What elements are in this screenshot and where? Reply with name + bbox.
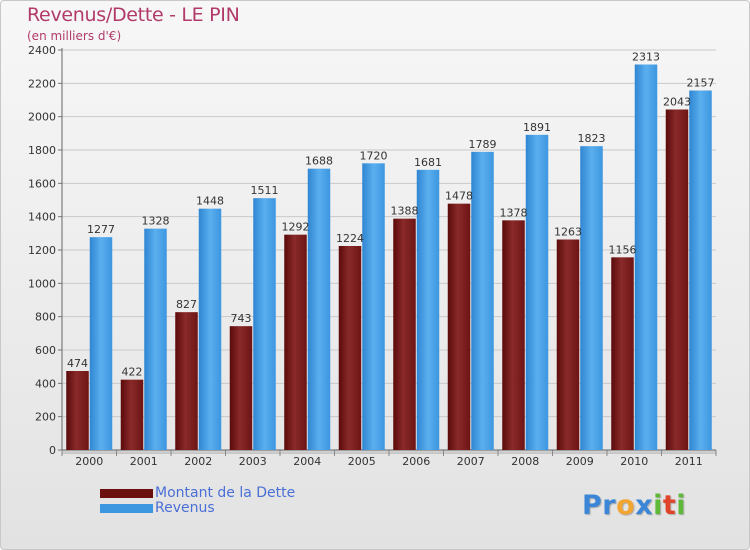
data-label-debt: 1378 (500, 206, 528, 219)
bar-revenus (89, 237, 113, 450)
logo-letter: P (582, 490, 603, 521)
data-label-revenus: 1328 (142, 215, 170, 228)
y-tick-label: 1000 (28, 277, 56, 290)
bar-layer (66, 64, 712, 451)
y-tick-label: 2000 (28, 111, 56, 124)
data-label-debt: 1224 (336, 232, 364, 245)
x-tick-label: 2007 (457, 455, 485, 468)
data-label-revenus: 1277 (87, 223, 115, 236)
chart-subtitle: (en milliers d'€) (27, 29, 122, 43)
data-label-debt: 1263 (554, 226, 582, 239)
axis-layer: 0 200 400 600 800 1000 1200 1400 1600 1800 2000 220… (28, 44, 717, 457)
y-tick-label: 1800 (28, 144, 56, 157)
legend-swatch-debt (100, 489, 153, 498)
logo-letter: i (653, 490, 663, 521)
logo-letter: t (662, 490, 677, 521)
logo-letter: o (616, 490, 636, 521)
chart-title: Revenus/Dette - LE PIN (27, 4, 240, 26)
legend-label-debt: Montant de la Dette (155, 485, 296, 501)
data-label-debt: 422 (122, 366, 143, 379)
bar-debt (120, 379, 144, 450)
x-tick-label: 2009 (566, 455, 594, 468)
logo-letter: x (635, 490, 654, 521)
bar-debt (556, 239, 580, 450)
x-tick-label: 2005 (348, 455, 376, 468)
data-label-debt: 1388 (391, 205, 419, 218)
y-tick-label: 200 (35, 411, 56, 424)
data-label-revenus: 2313 (632, 51, 660, 64)
y-tick-label: 1400 (28, 211, 56, 224)
bar-revenus (253, 198, 276, 450)
y-tick-label: 2200 (28, 77, 56, 90)
bar-debt (229, 326, 253, 450)
data-label-debt: 474 (67, 357, 88, 370)
bar-debt (502, 220, 525, 450)
bar-debt (665, 109, 689, 450)
y-tick-label: 2400 (28, 44, 56, 57)
bar-revenus (144, 228, 167, 450)
data-label-revenus: 1681 (414, 156, 442, 169)
x-tick-label: 2000 (75, 455, 103, 468)
bar-revenus (416, 169, 440, 451)
bar-revenus (471, 151, 494, 451)
data-label-debt: 1292 (282, 221, 310, 234)
data-label-debt: 1478 (445, 190, 473, 203)
data-label-revenus: 1789 (469, 138, 497, 151)
x-tick-label: 2002 (184, 455, 212, 468)
bar-debt (611, 257, 634, 450)
bar-revenus (689, 90, 712, 450)
logo-letter: i (676, 490, 687, 521)
data-label-revenus: 1720 (360, 149, 388, 162)
y-tick-label: 600 (35, 344, 56, 357)
data-label-debt: 1156 (609, 243, 637, 256)
data-label-debt: 2043 (663, 96, 691, 109)
data-label-debt: 827 (176, 298, 197, 311)
bar-revenus (198, 208, 222, 450)
data-label-debt: 743 (231, 312, 252, 325)
x-tick-label: 2001 (130, 455, 158, 468)
bar-debt (338, 246, 362, 450)
bar-debt (66, 371, 89, 450)
bar-revenus (580, 146, 603, 450)
y-tick-label: 1600 (28, 177, 56, 190)
data-label-revenus: 1891 (523, 121, 551, 134)
bar-debt (284, 234, 307, 450)
bar-debt (447, 203, 471, 450)
y-tick-label: 1200 (28, 244, 56, 257)
x-tick-label: 2003 (239, 455, 267, 468)
data-label-revenus: 1511 (251, 184, 279, 197)
x-tick-label: 2006 (402, 455, 430, 468)
y-tick-label: 0 (49, 444, 56, 457)
y-tick-label: 400 (35, 377, 56, 390)
logo-letter: r (602, 490, 617, 521)
bar-revenus (634, 64, 658, 450)
data-label-revenus: 1823 (578, 132, 606, 145)
data-label-revenus: 1448 (196, 195, 224, 208)
proxiti-logo: Proxiti (582, 490, 686, 521)
x-tick-label: 2011 (675, 455, 703, 468)
legend-swatch-revenus (100, 504, 153, 513)
bar-revenus (307, 168, 331, 450)
bar-debt (393, 218, 416, 450)
x-tick-label: 2010 (620, 455, 648, 468)
bar-revenus (362, 163, 385, 451)
legend-label-revenus: Revenus (155, 500, 215, 516)
x-tick-label: 2004 (293, 455, 321, 468)
data-label-revenus: 2157 (687, 77, 715, 90)
data-label-revenus: 1688 (305, 155, 333, 168)
y-tick-label: 800 (35, 311, 56, 324)
x-tick-label: 2008 (511, 455, 539, 468)
label-layer: 2000 474 1277 2001 422 1328 2002 827 1448 2003 743… (67, 51, 715, 469)
bar-debt (175, 312, 198, 450)
bar-revenus (525, 134, 549, 451)
